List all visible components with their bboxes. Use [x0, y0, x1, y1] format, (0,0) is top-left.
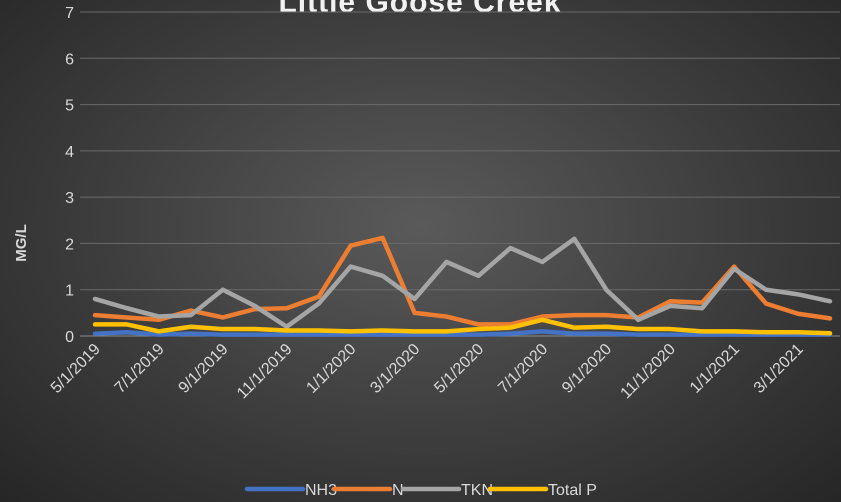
legend-label: NH3: [305, 482, 337, 499]
data-line: [92, 235, 833, 327]
x-tick-label: 11/1/2019: [234, 341, 296, 403]
legend-label: TKN: [461, 482, 493, 499]
x-tick-label: 9/1/2020: [559, 341, 615, 397]
y-tick-label: 1: [65, 283, 74, 300]
x-tick-label: 7/1/2020: [495, 341, 551, 397]
x-tick-label: 1/1/2020: [303, 341, 359, 397]
y-tick-label: 4: [65, 144, 74, 161]
chart-title: Little Goose Creek: [278, 0, 561, 19]
x-tick-label: 11/1/2020: [618, 341, 680, 403]
x-tick-label: 3/1/2020: [367, 341, 423, 397]
y-tick-label: 7: [65, 5, 74, 22]
x-tick-label: 5/1/2020: [431, 341, 487, 397]
y-tick-label: 3: [65, 190, 74, 207]
legend-label: Total P: [548, 482, 597, 499]
legend-label: N: [392, 482, 404, 499]
y-tick-label: 5: [65, 98, 74, 115]
data-line: [92, 236, 833, 329]
legend-item: NH3: [244, 482, 337, 499]
x-tick-label: 5/1/2019: [48, 341, 104, 397]
y-tick-label: 0: [65, 329, 74, 346]
y-tick-label: 2: [65, 236, 74, 253]
data-line: [92, 329, 833, 337]
legend-item: Total P: [487, 482, 597, 499]
y-axis-label: MG/L: [13, 224, 30, 262]
legend-item: TKN: [400, 482, 493, 499]
data-line: [92, 317, 833, 336]
x-tick-label: 7/1/2019: [112, 341, 168, 397]
x-tick-label: 9/1/2019: [176, 341, 232, 397]
legend-item: N: [331, 482, 404, 499]
x-tick-label: 3/1/2021: [751, 341, 807, 397]
y-tick-label: 6: [65, 51, 74, 68]
x-tick-label: 1/1/2021: [687, 341, 743, 397]
